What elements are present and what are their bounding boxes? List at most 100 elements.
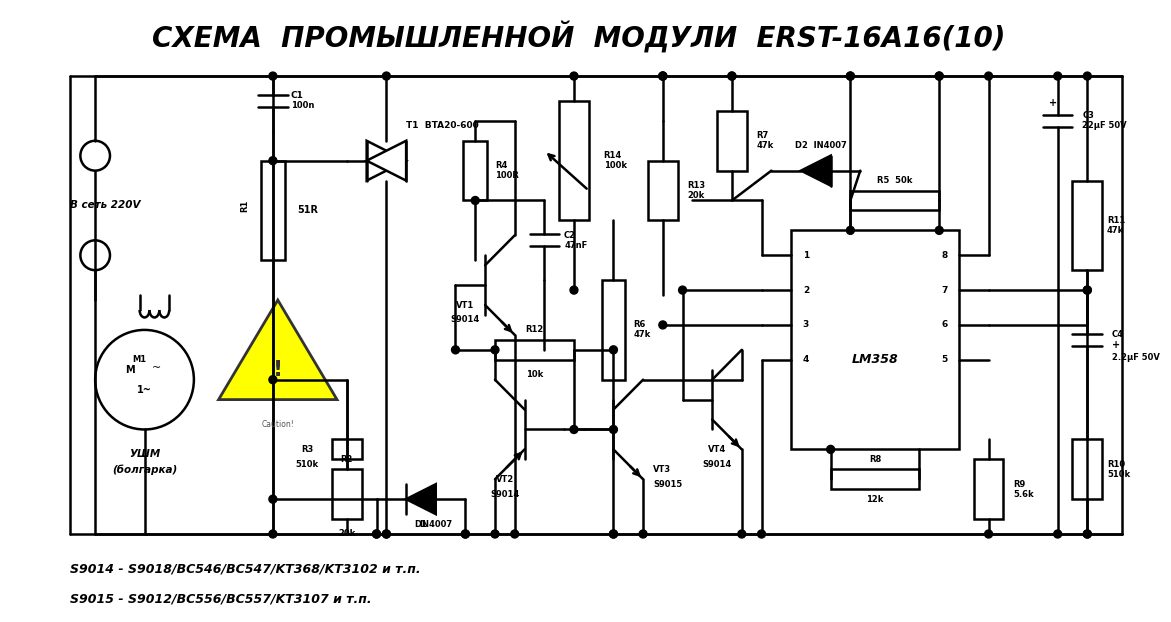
Circle shape: [609, 425, 617, 434]
Circle shape: [936, 72, 943, 80]
Circle shape: [383, 530, 390, 538]
Circle shape: [728, 72, 735, 80]
Polygon shape: [406, 484, 436, 514]
Text: R11: R11: [1107, 216, 1125, 225]
Circle shape: [95, 330, 194, 429]
Circle shape: [609, 530, 617, 538]
Text: R9: R9: [1013, 480, 1026, 489]
Text: 510k: 510k: [296, 460, 319, 469]
Circle shape: [81, 240, 110, 270]
Bar: [717, 111, 747, 170]
Circle shape: [609, 530, 617, 538]
Circle shape: [659, 72, 666, 80]
Bar: [559, 101, 589, 220]
Text: 47k: 47k: [1107, 226, 1124, 235]
Text: S9014: S9014: [703, 460, 732, 469]
Text: 12k: 12k: [867, 494, 884, 504]
Text: VT1: VT1: [457, 300, 474, 310]
Circle shape: [985, 530, 993, 538]
Circle shape: [383, 72, 390, 80]
Circle shape: [659, 72, 666, 80]
Text: R6: R6: [634, 320, 645, 330]
Text: VT3: VT3: [653, 465, 671, 474]
Text: 5.6k: 5.6k: [1013, 490, 1034, 499]
Circle shape: [491, 346, 499, 354]
Circle shape: [471, 197, 479, 205]
Bar: [830, 469, 919, 489]
Text: 510k: 510k: [1107, 470, 1130, 479]
Bar: [602, 280, 625, 379]
Text: 5: 5: [941, 355, 947, 364]
Text: C4: C4: [1112, 330, 1124, 340]
Circle shape: [269, 530, 276, 538]
Bar: [333, 439, 362, 459]
Circle shape: [269, 72, 276, 80]
Text: 47k: 47k: [634, 330, 650, 340]
Circle shape: [570, 286, 578, 294]
Text: S9014 - S9018/BC546/BC547/KT368/KT3102 и т.п.: S9014 - S9018/BC546/BC547/KT368/KT3102 и…: [70, 562, 422, 575]
Bar: [1073, 439, 1102, 499]
Text: +: +: [1112, 340, 1121, 350]
Bar: [648, 160, 678, 220]
Text: 100R: 100R: [495, 171, 519, 180]
Text: S9014: S9014: [451, 315, 480, 325]
Text: 6: 6: [941, 320, 947, 330]
Text: C3: C3: [1082, 111, 1094, 121]
Bar: [850, 190, 939, 210]
Text: VT2: VT2: [495, 475, 514, 484]
Text: УШМ: УШМ: [129, 449, 160, 460]
Circle shape: [1083, 530, 1091, 538]
Text: 10k: 10k: [526, 370, 543, 379]
Text: 47k: 47k: [756, 141, 774, 151]
Polygon shape: [367, 141, 406, 180]
Text: D2  IN4007: D2 IN4007: [795, 141, 847, 151]
Circle shape: [1083, 286, 1091, 294]
Text: ~: ~: [152, 363, 160, 373]
Circle shape: [1083, 72, 1091, 80]
Circle shape: [1054, 72, 1062, 80]
Circle shape: [372, 530, 381, 538]
Text: R8: R8: [869, 455, 881, 464]
Text: 4: 4: [803, 355, 809, 364]
Text: R12: R12: [526, 325, 543, 335]
Text: В сеть 220V: В сеть 220V: [70, 200, 141, 210]
Circle shape: [639, 530, 648, 538]
Text: 2.2µF 50V: 2.2µF 50V: [1112, 353, 1159, 362]
Text: M: M: [125, 364, 135, 374]
Circle shape: [1054, 530, 1062, 538]
Text: R4: R4: [495, 161, 507, 170]
Circle shape: [383, 530, 390, 538]
Text: СХЕМА  ПРОМЫШЛЕННОЙ  МОДУЛИ  ERST-16A16(10): СХЕМА ПРОМЫШЛЕННОЙ МОДУЛИ ERST-16A16(10): [152, 21, 1006, 52]
Text: 1~: 1~: [137, 384, 152, 394]
Text: 51R: 51R: [297, 205, 317, 215]
Circle shape: [269, 157, 276, 165]
Text: VT4: VT4: [708, 445, 726, 454]
Bar: [974, 459, 1004, 519]
Text: R14
100k: R14 100k: [603, 151, 626, 170]
Text: 2: 2: [803, 285, 809, 295]
Text: R13: R13: [687, 181, 706, 190]
Text: +: +: [1049, 98, 1056, 108]
Circle shape: [269, 376, 276, 384]
Circle shape: [936, 226, 943, 234]
Text: R2: R2: [341, 455, 354, 464]
Circle shape: [985, 72, 993, 80]
Circle shape: [659, 321, 666, 329]
Text: C2: C2: [564, 231, 576, 240]
Text: 7: 7: [941, 285, 947, 295]
Circle shape: [1083, 530, 1091, 538]
Text: R7: R7: [756, 131, 769, 141]
Bar: [495, 340, 574, 360]
Text: M1: M1: [132, 355, 146, 364]
Text: S9015: S9015: [653, 480, 683, 489]
Text: (болгарка): (болгарка): [112, 464, 177, 475]
Text: LM358: LM358: [851, 353, 898, 366]
Circle shape: [511, 530, 519, 538]
Circle shape: [936, 72, 943, 80]
Circle shape: [847, 226, 855, 234]
Text: R3: R3: [301, 445, 314, 454]
Circle shape: [847, 72, 855, 80]
Text: 8: 8: [941, 251, 947, 260]
Circle shape: [728, 72, 735, 80]
Circle shape: [1083, 286, 1091, 294]
